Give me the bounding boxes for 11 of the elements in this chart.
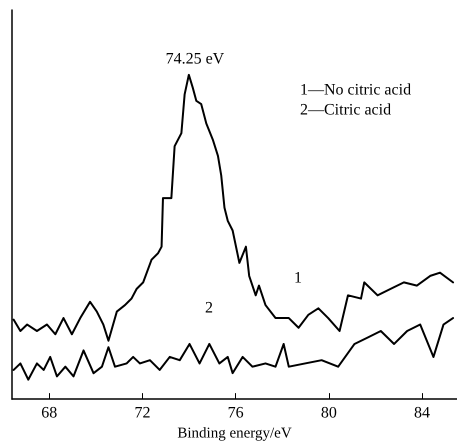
annotation: 1 <box>294 270 302 286</box>
annotation: 2 <box>205 300 213 316</box>
x-tick-label: 76 <box>228 404 244 422</box>
x-axis-title: Binding energy/eV <box>177 426 292 442</box>
annotation: 2—Citric acid <box>300 102 392 118</box>
annotation: 74.25 eV <box>166 50 225 68</box>
x-tick-label: 68 <box>41 404 58 422</box>
x-tick-label: 72 <box>134 404 150 422</box>
annotation: 1—No citric acid <box>300 82 412 98</box>
x-tick-label: 80 <box>320 404 337 422</box>
x-tick-label: 84 <box>414 404 430 422</box>
